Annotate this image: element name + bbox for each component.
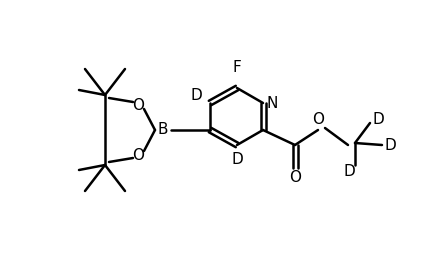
Text: N: N — [266, 96, 278, 111]
Text: F: F — [233, 61, 241, 76]
Text: D: D — [372, 111, 384, 126]
Text: D: D — [190, 88, 202, 102]
Text: O: O — [312, 112, 324, 127]
Text: O: O — [289, 170, 301, 185]
Text: D: D — [343, 165, 355, 180]
Text: D: D — [384, 138, 396, 153]
Text: B: B — [158, 123, 168, 138]
Text: D: D — [231, 153, 243, 168]
Text: O: O — [132, 147, 144, 162]
Text: O: O — [132, 97, 144, 112]
